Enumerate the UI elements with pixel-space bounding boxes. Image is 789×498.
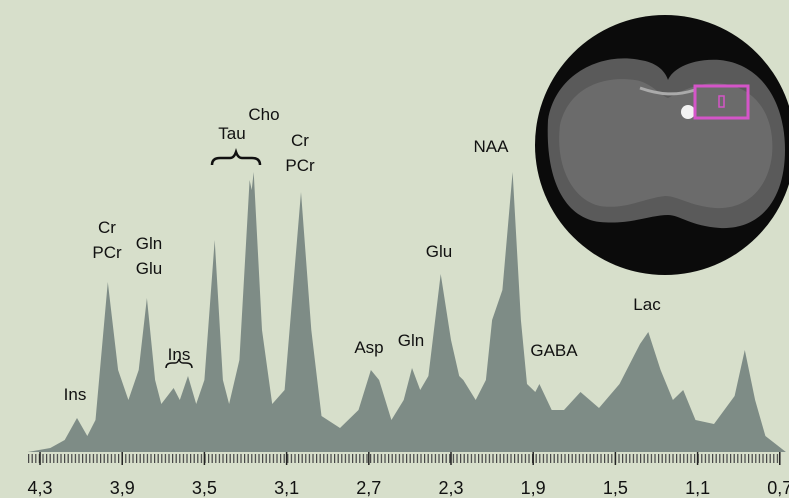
x-tick-label: 1,5 — [603, 478, 628, 498]
peak-label: Cho — [248, 105, 279, 124]
tau-brace — [212, 152, 260, 165]
peak-label: PCr — [285, 156, 315, 175]
peak-label: Gln — [136, 234, 162, 253]
peak-label: GABA — [530, 341, 578, 360]
x-tick-label: 2,3 — [438, 478, 463, 498]
peak-label: Ins — [64, 385, 87, 404]
x-tick-label: 3,1 — [274, 478, 299, 498]
x-tick-label: 1,1 — [685, 478, 710, 498]
peak-label: Ins — [168, 345, 191, 364]
x-tick-label: 4,3 — [28, 478, 53, 498]
bright-spot — [681, 105, 695, 119]
brain-image — [535, 15, 789, 275]
peak-label: Tau — [218, 124, 245, 143]
chart: 4,3 3,9 3,5 3,1 2,7 2,3 1,9 1,5 1,1 0,7 Ins Cr PCr Gl… — [0, 0, 789, 498]
x-tick-label: 3,5 — [192, 478, 217, 498]
page: {"chart_data": { "type": "area", "x": [4… — [0, 0, 789, 498]
peak-label: NAA — [474, 137, 510, 156]
peak-label: Cr — [98, 218, 116, 237]
peak-label: Lac — [633, 295, 661, 314]
minor-ticks — [28, 454, 780, 463]
x-tick-label: 1,9 — [521, 478, 546, 498]
peak-label: Gln — [398, 331, 424, 350]
x-tick-label: 3,9 — [110, 478, 135, 498]
brain-cortex — [559, 79, 772, 208]
peak-label: Asp — [354, 338, 383, 357]
peak-label: PCr — [92, 243, 122, 262]
peak-label: Cr — [291, 131, 309, 150]
x-tick-label: 2,7 — [356, 478, 381, 498]
x-tick-label: 0,7 — [767, 478, 789, 498]
peak-label: Glu — [426, 242, 452, 261]
peak-label: Glu — [136, 259, 162, 278]
